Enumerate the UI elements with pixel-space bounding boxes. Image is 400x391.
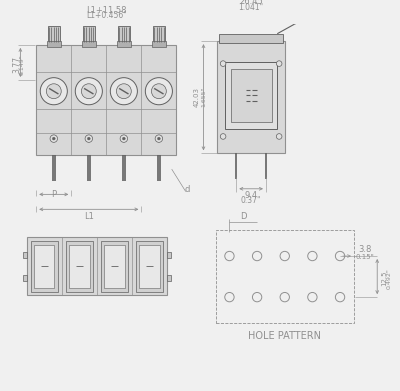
Circle shape — [276, 61, 282, 66]
Bar — [230, 69, 272, 122]
Circle shape — [46, 84, 61, 99]
Bar — [152, 41, 166, 47]
Text: L1+0.456": L1+0.456" — [86, 11, 127, 20]
Bar — [117, 41, 131, 47]
Text: 0.37": 0.37" — [241, 196, 261, 205]
Circle shape — [116, 84, 131, 99]
Bar — [167, 275, 171, 281]
Bar — [66, 241, 93, 292]
Bar — [31, 241, 58, 292]
Circle shape — [276, 134, 282, 139]
Circle shape — [120, 135, 128, 142]
Bar — [48, 26, 60, 43]
Text: 12.5: 12.5 — [381, 271, 387, 286]
Text: P: P — [51, 190, 56, 199]
Bar — [47, 41, 61, 47]
Circle shape — [122, 137, 125, 140]
Bar — [70, 245, 90, 288]
Bar — [23, 252, 27, 258]
Circle shape — [158, 137, 160, 140]
Circle shape — [88, 137, 90, 140]
Bar — [101, 241, 128, 292]
Text: D: D — [240, 212, 246, 221]
Bar — [36, 45, 176, 155]
Bar — [104, 245, 124, 288]
Bar — [83, 26, 95, 43]
Bar — [219, 34, 283, 43]
Text: 42.03: 42.03 — [194, 87, 200, 107]
Bar — [167, 252, 171, 258]
Bar — [136, 241, 163, 292]
Circle shape — [85, 135, 92, 142]
Circle shape — [152, 84, 166, 99]
Bar — [82, 41, 96, 47]
Circle shape — [145, 78, 172, 105]
Bar — [34, 245, 54, 288]
Text: 1.041": 1.041" — [238, 3, 264, 12]
Text: 0.15": 0.15" — [356, 254, 374, 260]
Circle shape — [50, 135, 58, 142]
Bar — [153, 26, 165, 43]
Text: 9.4: 9.4 — [244, 191, 258, 200]
Circle shape — [75, 78, 102, 105]
Text: L1+11.58: L1+11.58 — [86, 6, 126, 15]
Circle shape — [155, 135, 163, 142]
Text: 0.492": 0.492" — [387, 268, 392, 289]
Bar — [27, 237, 167, 295]
Text: 1.655": 1.655" — [201, 87, 206, 108]
Circle shape — [110, 78, 137, 105]
Circle shape — [220, 134, 226, 139]
Text: HOLE PATTERN: HOLE PATTERN — [248, 331, 321, 341]
Bar — [218, 41, 285, 153]
Bar — [118, 26, 130, 43]
Circle shape — [220, 61, 226, 66]
Text: 3.8: 3.8 — [358, 245, 372, 254]
Text: 3.77: 3.77 — [12, 56, 21, 73]
Circle shape — [81, 84, 96, 99]
Bar — [140, 245, 160, 288]
Circle shape — [40, 78, 67, 105]
Text: L1: L1 — [84, 212, 94, 221]
Text: 0.149": 0.149" — [20, 54, 25, 75]
Circle shape — [52, 137, 55, 140]
Text: d: d — [185, 185, 190, 194]
Bar — [216, 230, 354, 323]
Bar — [23, 275, 27, 281]
Bar — [225, 62, 277, 129]
Text: 26.45: 26.45 — [239, 0, 263, 6]
